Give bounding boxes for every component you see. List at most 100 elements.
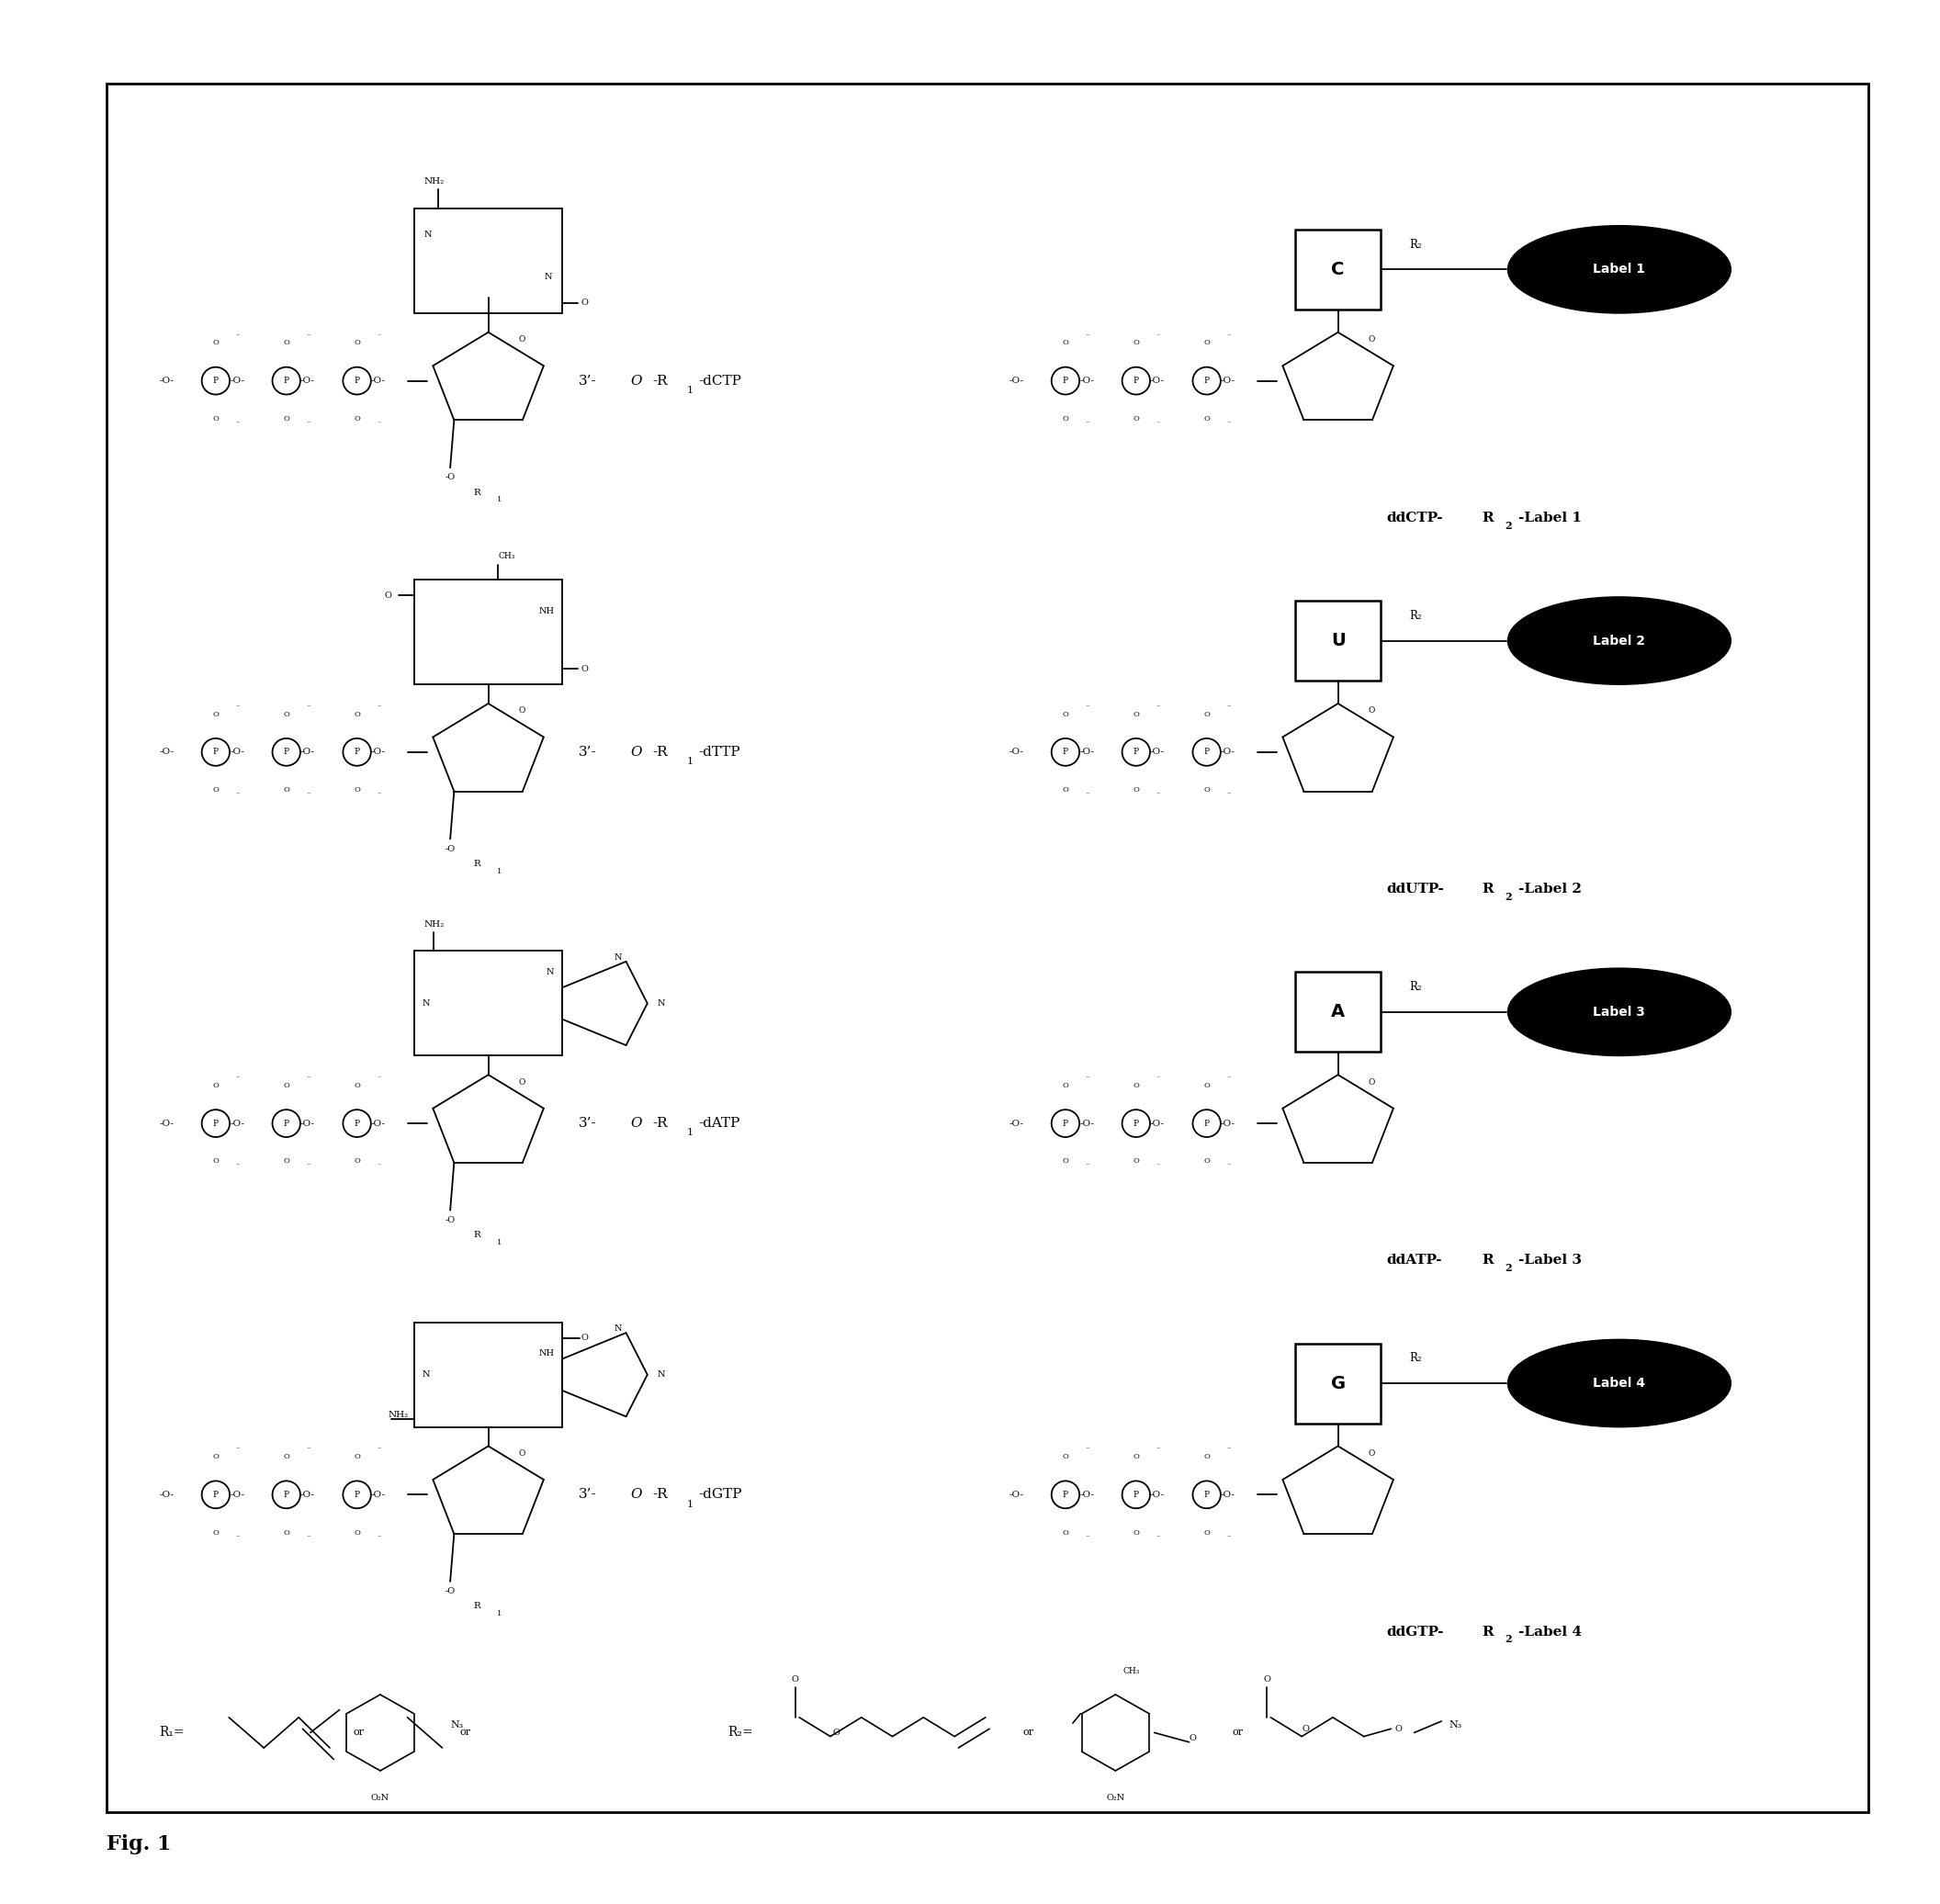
Text: -Label 1: -Label 1 bbox=[1519, 512, 1583, 524]
Text: -O-: -O- bbox=[159, 1120, 175, 1127]
Text: O: O bbox=[582, 1335, 588, 1342]
Text: -O-: -O- bbox=[1220, 377, 1236, 385]
Text: O: O bbox=[353, 339, 361, 347]
Text: O: O bbox=[1263, 1676, 1271, 1683]
Text: -O-: -O- bbox=[159, 377, 175, 385]
Text: O: O bbox=[1133, 1081, 1139, 1089]
Circle shape bbox=[343, 1110, 371, 1137]
Text: -O-: -O- bbox=[1150, 1491, 1164, 1498]
Text: 1: 1 bbox=[497, 868, 502, 876]
Circle shape bbox=[272, 367, 301, 394]
Text: -R: -R bbox=[652, 375, 667, 387]
Text: ⁻: ⁻ bbox=[1084, 1447, 1088, 1455]
Text: NH₂: NH₂ bbox=[388, 1411, 409, 1420]
Text: -O-: -O- bbox=[229, 377, 244, 385]
Text: 3’-: 3’- bbox=[578, 375, 596, 387]
Text: -O-: -O- bbox=[1079, 1491, 1094, 1498]
Text: O: O bbox=[1063, 1529, 1069, 1537]
Circle shape bbox=[1051, 1481, 1079, 1508]
Text: ddGTP-: ddGTP- bbox=[1387, 1626, 1443, 1637]
Text: -O-: -O- bbox=[1150, 377, 1164, 385]
Text: ⁻: ⁻ bbox=[1156, 704, 1160, 712]
Text: ⁻: ⁻ bbox=[1226, 421, 1230, 428]
Text: ⁻: ⁻ bbox=[307, 792, 310, 800]
Text: ddATP-: ddATP- bbox=[1387, 1255, 1441, 1266]
Text: O: O bbox=[1133, 1529, 1139, 1537]
Text: R₂: R₂ bbox=[1408, 1352, 1422, 1363]
Text: P: P bbox=[213, 1491, 219, 1498]
Text: P: P bbox=[283, 1491, 289, 1498]
Text: -O: -O bbox=[444, 1217, 456, 1224]
Text: 2: 2 bbox=[1505, 1262, 1513, 1274]
Text: R: R bbox=[1482, 1626, 1494, 1637]
Text: O: O bbox=[353, 1081, 361, 1089]
Text: ⁻: ⁻ bbox=[1226, 1163, 1230, 1171]
Text: P: P bbox=[283, 377, 289, 385]
Text: NH: NH bbox=[539, 607, 555, 615]
Text: -O-: -O- bbox=[159, 1491, 175, 1498]
Text: -O-: -O- bbox=[159, 748, 175, 756]
Text: ⁻: ⁻ bbox=[376, 704, 380, 712]
Text: O: O bbox=[283, 710, 289, 718]
Text: -dTTP: -dTTP bbox=[698, 746, 741, 758]
Text: O: O bbox=[1063, 415, 1069, 423]
Ellipse shape bbox=[1507, 596, 1730, 685]
Text: Fig. 1: Fig. 1 bbox=[107, 1834, 171, 1854]
Circle shape bbox=[202, 1481, 229, 1508]
Text: O: O bbox=[1203, 1081, 1211, 1089]
Text: O: O bbox=[213, 786, 219, 794]
Circle shape bbox=[272, 739, 301, 765]
Text: O: O bbox=[213, 1453, 219, 1460]
Text: Label 3: Label 3 bbox=[1593, 1005, 1645, 1019]
Text: ⁻: ⁻ bbox=[1156, 333, 1160, 341]
Text: O: O bbox=[1133, 415, 1139, 423]
Text: P: P bbox=[213, 748, 219, 756]
Bar bbox=[1296, 971, 1381, 1051]
Text: N: N bbox=[425, 230, 433, 238]
Text: 3’-: 3’- bbox=[578, 746, 596, 758]
Text: ⁻: ⁻ bbox=[235, 1163, 239, 1171]
Circle shape bbox=[272, 1110, 301, 1137]
Text: 1: 1 bbox=[497, 1240, 502, 1247]
Text: R₁=: R₁= bbox=[159, 1727, 184, 1738]
Text: 1: 1 bbox=[497, 497, 502, 505]
Text: -dCTP: -dCTP bbox=[698, 375, 741, 387]
Text: O: O bbox=[518, 1078, 526, 1085]
Text: ⁻: ⁻ bbox=[235, 333, 239, 341]
Text: -O-: -O- bbox=[1150, 1120, 1164, 1127]
Text: O: O bbox=[1063, 786, 1069, 794]
Text: O: O bbox=[283, 1081, 289, 1089]
Text: O: O bbox=[630, 375, 642, 387]
Text: O: O bbox=[792, 1676, 799, 1683]
Text: -O-: -O- bbox=[1220, 1120, 1236, 1127]
Text: P: P bbox=[1205, 748, 1209, 756]
Text: -O-: -O- bbox=[1079, 1120, 1094, 1127]
Text: P: P bbox=[355, 1491, 359, 1498]
Text: R₂=: R₂= bbox=[728, 1727, 753, 1738]
Text: O: O bbox=[213, 1081, 219, 1089]
Text: 2: 2 bbox=[1505, 1634, 1513, 1645]
Text: ⁻: ⁻ bbox=[1226, 704, 1230, 712]
Text: ⁻: ⁻ bbox=[1084, 333, 1088, 341]
Text: CH₃: CH₃ bbox=[499, 552, 514, 560]
Text: O: O bbox=[630, 746, 642, 758]
Text: ddCTP-: ddCTP- bbox=[1387, 512, 1443, 524]
Text: Label 2: Label 2 bbox=[1593, 634, 1645, 647]
Text: ⁻: ⁻ bbox=[1156, 1447, 1160, 1455]
Text: P: P bbox=[1063, 1491, 1069, 1498]
Text: NH: NH bbox=[539, 1350, 555, 1358]
Text: P: P bbox=[213, 377, 219, 385]
Text: -O-: -O- bbox=[371, 748, 386, 756]
Text: O: O bbox=[1203, 415, 1211, 423]
Text: -O-: -O- bbox=[1079, 377, 1094, 385]
Text: or: or bbox=[1232, 1729, 1244, 1736]
Text: O: O bbox=[213, 415, 219, 423]
Text: O: O bbox=[1133, 1453, 1139, 1460]
Text: N: N bbox=[423, 1000, 431, 1007]
Text: P: P bbox=[1063, 377, 1069, 385]
Text: Label 1: Label 1 bbox=[1593, 263, 1645, 276]
Text: P: P bbox=[1063, 748, 1069, 756]
Text: R: R bbox=[1482, 1255, 1494, 1266]
Text: O: O bbox=[518, 1449, 526, 1457]
Text: -O-: -O- bbox=[301, 1120, 314, 1127]
